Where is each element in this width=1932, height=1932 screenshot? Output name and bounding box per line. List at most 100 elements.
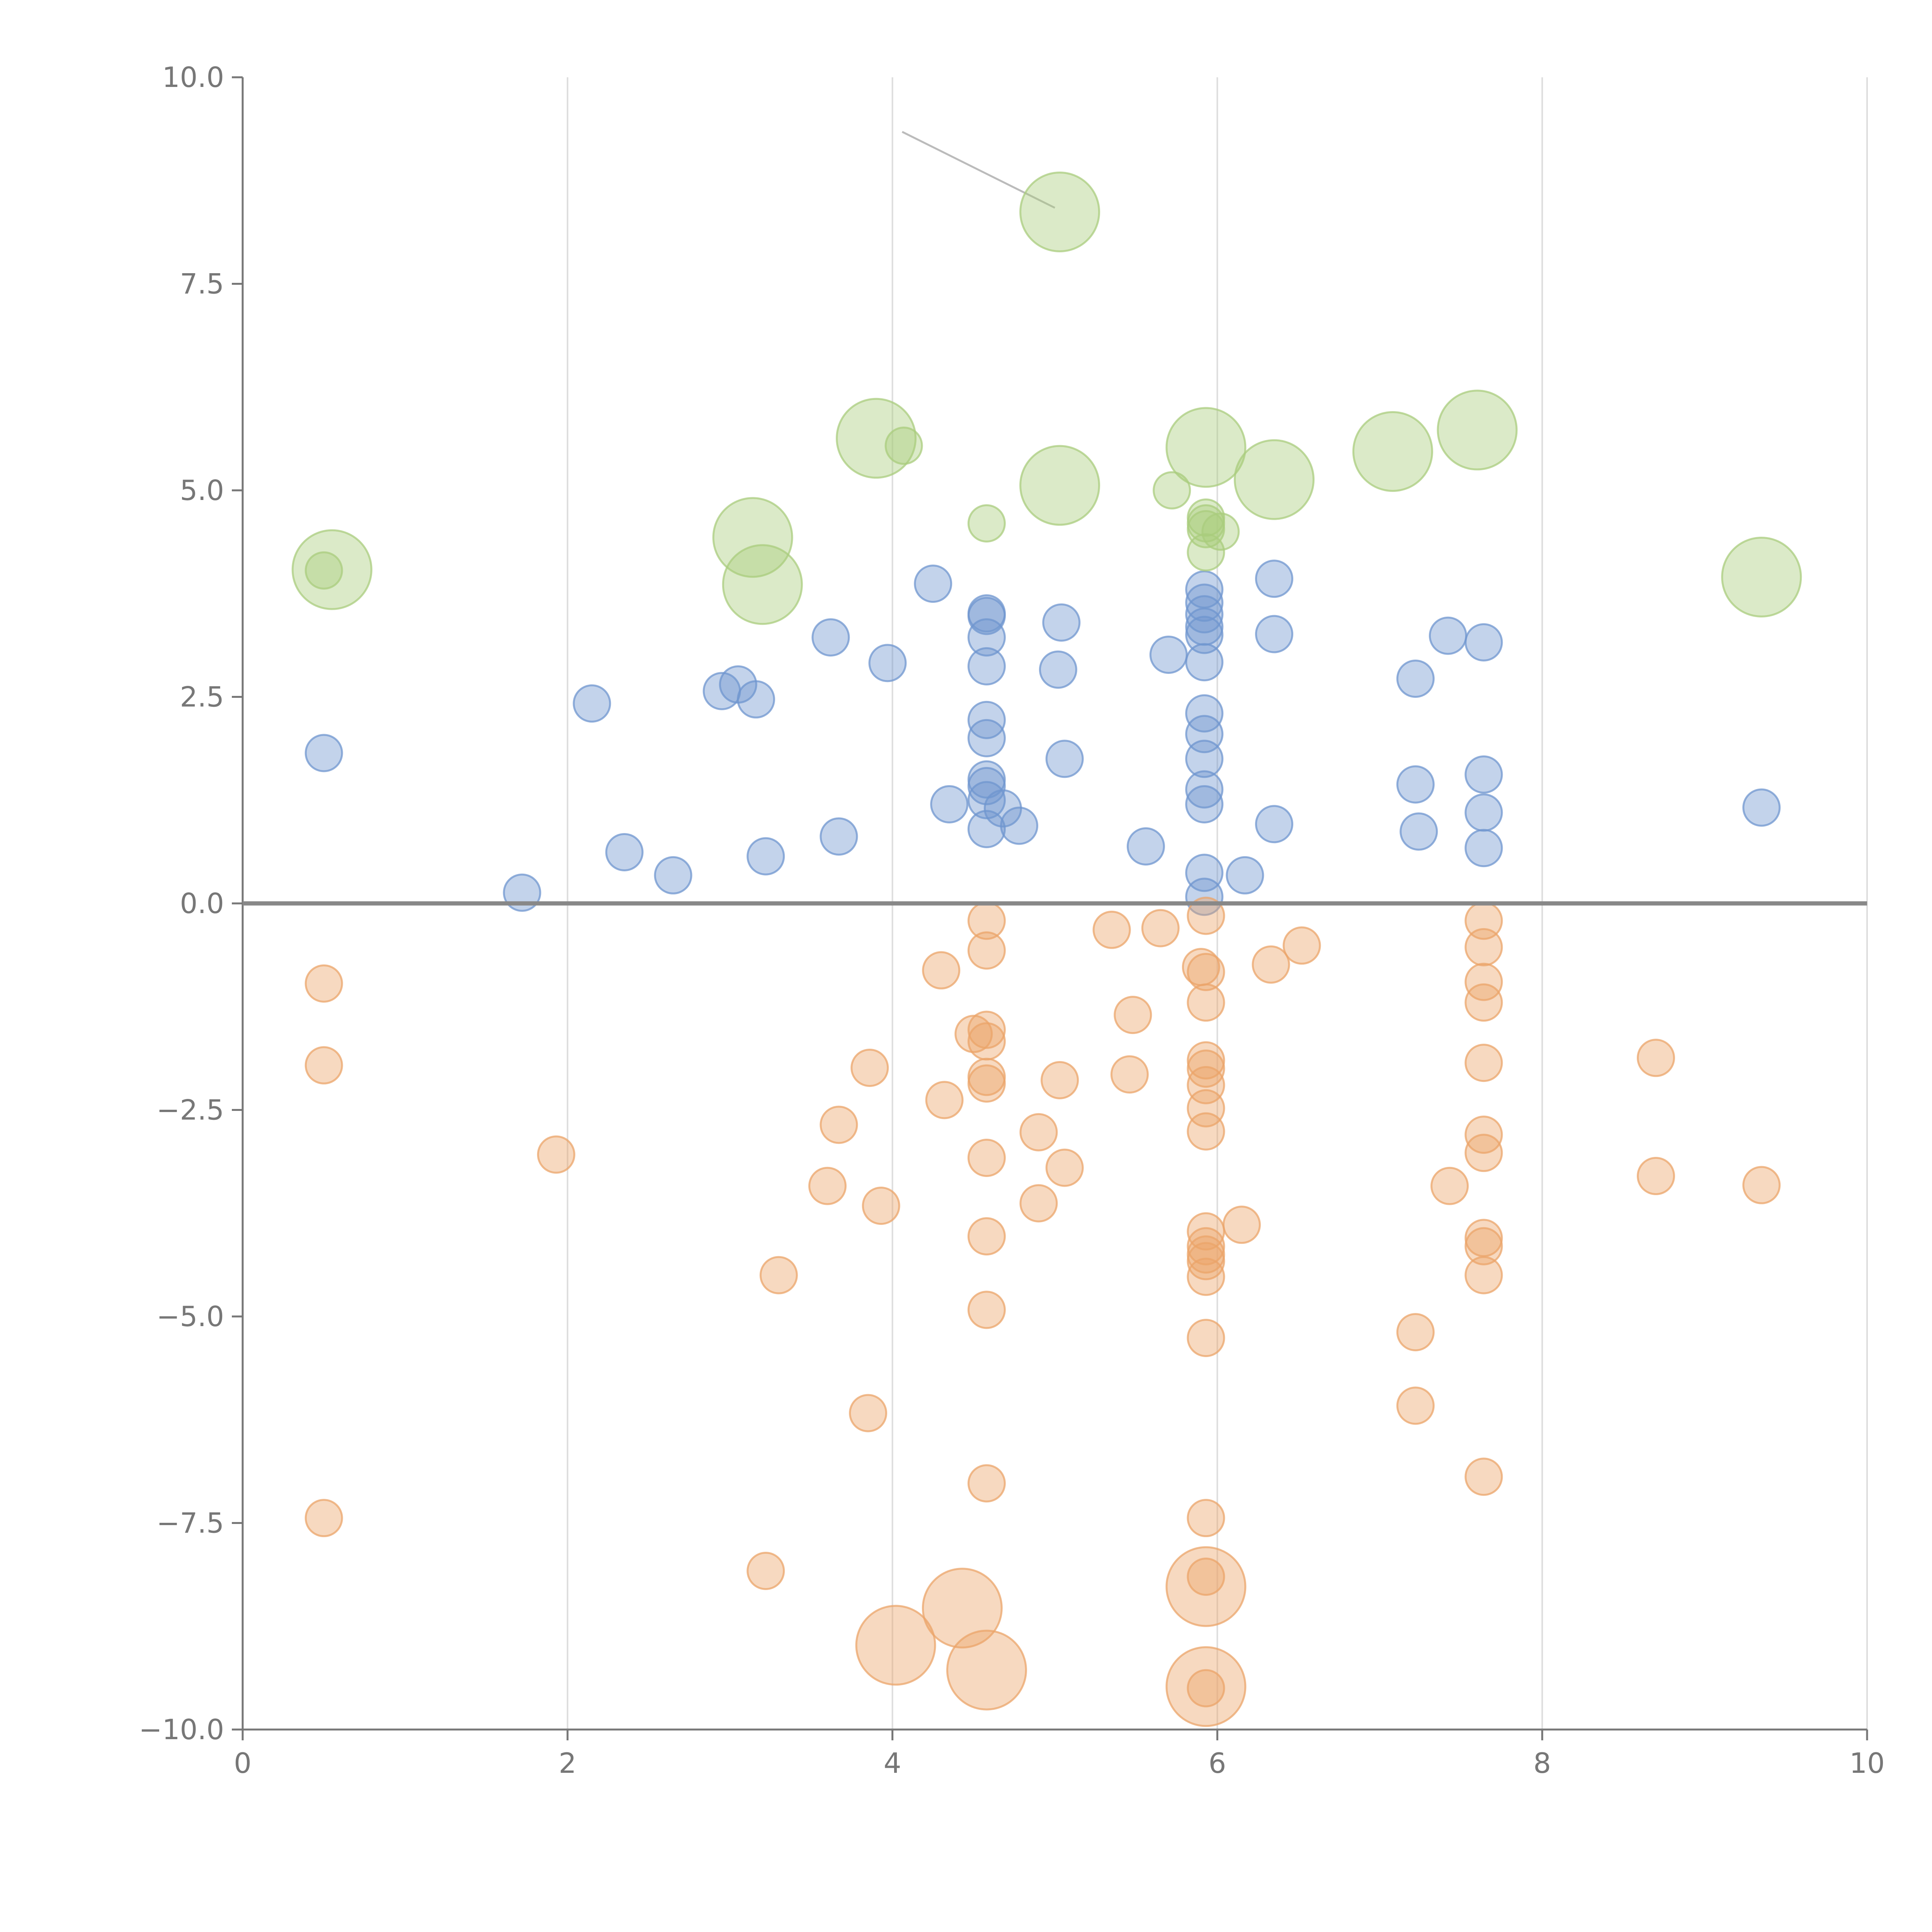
highlight-large-point xyxy=(1019,171,1100,252)
highlight-small-point xyxy=(967,504,1006,543)
negative-large-point xyxy=(1165,1646,1247,1727)
highlight-large-point xyxy=(1721,536,1802,617)
highlight-large-point xyxy=(1352,411,1433,492)
positive-point xyxy=(967,647,1006,685)
positive-point xyxy=(868,644,907,682)
positive-point xyxy=(1000,806,1039,845)
negative-point xyxy=(1742,1166,1781,1204)
positive-point xyxy=(1464,755,1503,794)
highlight-large-point xyxy=(836,398,917,479)
positive-point xyxy=(930,785,969,823)
positive-point xyxy=(1039,650,1077,689)
negative-point xyxy=(1636,1039,1675,1077)
negative-point xyxy=(1464,1227,1503,1265)
negative-point xyxy=(925,1081,964,1119)
positive-point xyxy=(914,565,952,603)
highlight-small-point xyxy=(304,551,343,590)
positive-point xyxy=(1185,643,1224,682)
negative-large-point xyxy=(922,1568,1003,1649)
negative-point xyxy=(1187,1112,1225,1151)
highlight-small-point xyxy=(1187,533,1225,571)
highlight-large-point xyxy=(1165,407,1247,488)
negative-point xyxy=(1141,909,1180,947)
positive-point xyxy=(605,833,644,871)
positive-point xyxy=(1185,740,1224,778)
negative-point xyxy=(1464,1134,1503,1172)
negative-point xyxy=(1464,983,1503,1022)
negative-point xyxy=(967,1010,1006,1049)
negative-point xyxy=(1396,1313,1435,1352)
highlight-small-point xyxy=(1187,510,1225,548)
negative-point xyxy=(967,931,1006,970)
leader-line xyxy=(901,131,1056,209)
y-tick-label: −7.5 xyxy=(156,1507,224,1539)
positive-point xyxy=(1255,805,1294,844)
positive-point xyxy=(1042,603,1081,642)
negative-large-point xyxy=(855,1605,936,1686)
negative-point xyxy=(1110,1055,1149,1094)
negative-point xyxy=(967,1022,1006,1061)
negative-point xyxy=(1114,996,1152,1034)
negative-point xyxy=(849,1394,888,1432)
positive-point xyxy=(967,767,1006,805)
positive-point xyxy=(1400,812,1438,851)
positive-point xyxy=(1429,616,1467,655)
positive-point xyxy=(1464,623,1503,662)
highlight-large-point xyxy=(291,529,372,610)
negative-point xyxy=(1222,1206,1261,1244)
negative-point xyxy=(967,1217,1006,1256)
x-tick-label: 8 xyxy=(1533,1747,1551,1779)
positive-point xyxy=(747,837,785,876)
negative-point xyxy=(1464,1458,1503,1496)
x-tick-label: 2 xyxy=(559,1747,577,1779)
negative-point xyxy=(1636,1157,1675,1196)
negative-point xyxy=(1252,945,1290,984)
negative-point xyxy=(808,1167,847,1205)
positive-point xyxy=(1185,770,1224,809)
negative-large-point xyxy=(946,1629,1027,1711)
negative-point xyxy=(304,1499,343,1537)
negative-point xyxy=(1187,1049,1225,1088)
tick-layer: 0 2 4 6 8 10 10.0 7.5 5.0 2.5 0.0 −2.5 −5.0 −7.5 −10.0 xyxy=(139,61,1884,1779)
negative-point xyxy=(304,964,343,1003)
negative-point xyxy=(759,1256,798,1294)
positive-point xyxy=(967,719,1006,757)
negative-point xyxy=(1464,1044,1503,1082)
negative-point xyxy=(1464,963,1503,1001)
y-tick-label: −2.5 xyxy=(156,1094,224,1126)
x-tick-label: 4 xyxy=(884,1747,901,1779)
positive-point xyxy=(304,734,343,772)
negative-point xyxy=(1187,1319,1225,1357)
positive-point xyxy=(1185,694,1224,733)
negative-point xyxy=(967,1464,1006,1503)
negative-point xyxy=(1187,896,1225,935)
highlight-large-point xyxy=(1019,445,1100,526)
negative-point xyxy=(967,1064,1006,1103)
positive-point xyxy=(1126,827,1165,866)
positive-point xyxy=(1185,785,1224,823)
negative-point xyxy=(850,1048,889,1087)
positive-point xyxy=(1396,659,1435,698)
negative-point xyxy=(1019,1113,1058,1151)
positive-point xyxy=(1396,765,1435,804)
positive-point xyxy=(1185,595,1224,634)
negative-point xyxy=(1187,1499,1225,1537)
negative-point xyxy=(922,951,961,990)
y-tick-label: −5.0 xyxy=(156,1300,224,1333)
positive-point xyxy=(1464,829,1503,867)
positive-point xyxy=(1255,615,1294,653)
highlight-small-point xyxy=(1201,512,1240,551)
negative-point xyxy=(1187,1089,1225,1128)
x-tick-label: 6 xyxy=(1208,1747,1226,1779)
positive-point xyxy=(1742,788,1781,827)
negative-point xyxy=(820,1105,858,1144)
highlight-large-point xyxy=(722,544,803,625)
negative-point xyxy=(967,1139,1006,1177)
negative-point xyxy=(1396,1386,1435,1425)
positive-point xyxy=(1185,616,1224,654)
negative-point xyxy=(1045,1148,1084,1187)
positive-point xyxy=(1255,560,1294,598)
negative-point xyxy=(1282,926,1321,965)
negative-point xyxy=(1187,1242,1225,1281)
negative-point xyxy=(1187,1257,1225,1296)
